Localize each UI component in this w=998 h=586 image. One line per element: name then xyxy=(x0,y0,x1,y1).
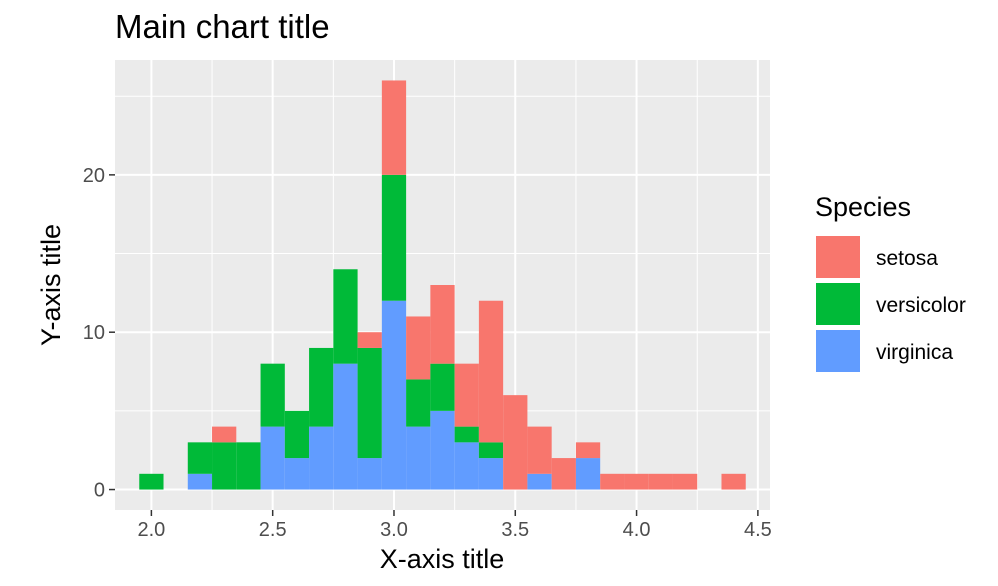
legend: Species setosa versicolor virginica xyxy=(815,192,966,372)
legend-swatch-versicolor xyxy=(816,283,860,325)
bar-versicolor xyxy=(284,410,310,459)
bar-setosa xyxy=(575,442,601,459)
bar-versicolor xyxy=(212,442,237,490)
bar-setosa xyxy=(672,473,698,490)
legend-label-versicolor: versicolor xyxy=(876,294,966,317)
bar-versicolor xyxy=(357,347,382,459)
bar-virginica xyxy=(381,300,407,490)
bar-versicolor xyxy=(236,442,261,490)
bar-versicolor xyxy=(430,363,455,411)
bar-virginica xyxy=(575,458,601,490)
x-axis-ticks: 2.0 2.5 3.0 3.5 4.0 4.5 xyxy=(137,510,772,541)
x-axis-title: X-axis title xyxy=(380,544,505,574)
bar-versicolor xyxy=(187,442,213,474)
bar-setosa xyxy=(527,426,552,474)
x-tick-label: 2.5 xyxy=(259,519,287,541)
bar-setosa xyxy=(503,395,528,490)
bar-setosa xyxy=(406,316,431,380)
bar-virginica xyxy=(406,426,431,490)
y-tick-label: 0 xyxy=(94,480,105,502)
bar-virginica xyxy=(527,473,552,490)
bar-setosa xyxy=(551,458,576,490)
legend-swatch-setosa xyxy=(816,236,860,278)
x-tick-label: 3.0 xyxy=(380,519,408,541)
bar-setosa xyxy=(721,473,746,490)
legend-swatch-virginica xyxy=(816,330,860,372)
bar-virginica xyxy=(454,442,479,490)
x-tick-label: 4.5 xyxy=(744,519,772,541)
bar-virginica xyxy=(478,458,504,490)
bar-virginica xyxy=(260,426,285,490)
legend-label-setosa: setosa xyxy=(876,247,938,270)
bar-virginica xyxy=(187,473,213,490)
bar-versicolor xyxy=(381,174,407,301)
y-axis-title: Y-axis title xyxy=(36,224,66,346)
bar-setosa xyxy=(430,285,455,364)
legend-title: Species xyxy=(815,192,911,222)
y-tick-label: 20 xyxy=(83,165,105,187)
bar-virginica xyxy=(284,458,310,490)
bar-versicolor xyxy=(478,442,504,459)
bar-versicolor xyxy=(139,473,164,490)
bar-setosa xyxy=(600,473,625,490)
chart-title: Main chart title xyxy=(115,8,330,45)
bar-setosa xyxy=(478,300,504,443)
bar-virginica xyxy=(430,410,455,490)
y-axis-ticks: 0 10 20 xyxy=(83,165,115,502)
bar-virginica xyxy=(357,458,382,490)
bar-versicolor xyxy=(406,379,431,427)
bar-setosa xyxy=(357,332,382,348)
x-tick-label: 4.0 xyxy=(623,519,651,541)
bar-setosa xyxy=(381,80,407,175)
y-tick-label: 10 xyxy=(83,322,105,344)
bar-setosa xyxy=(454,363,479,427)
legend-label-virginica: virginica xyxy=(876,341,953,364)
bars-group xyxy=(139,80,746,490)
bar-versicolor xyxy=(260,363,285,427)
bar-versicolor xyxy=(454,426,479,443)
bar-setosa xyxy=(648,473,673,490)
x-tick-label: 2.0 xyxy=(137,519,165,541)
bar-setosa xyxy=(212,426,237,443)
bar-versicolor xyxy=(333,269,358,364)
bar-virginica xyxy=(333,363,358,490)
x-tick-label: 3.5 xyxy=(501,519,529,541)
bar-setosa xyxy=(624,473,649,490)
bar-virginica xyxy=(309,426,334,490)
bar-versicolor xyxy=(309,347,334,427)
